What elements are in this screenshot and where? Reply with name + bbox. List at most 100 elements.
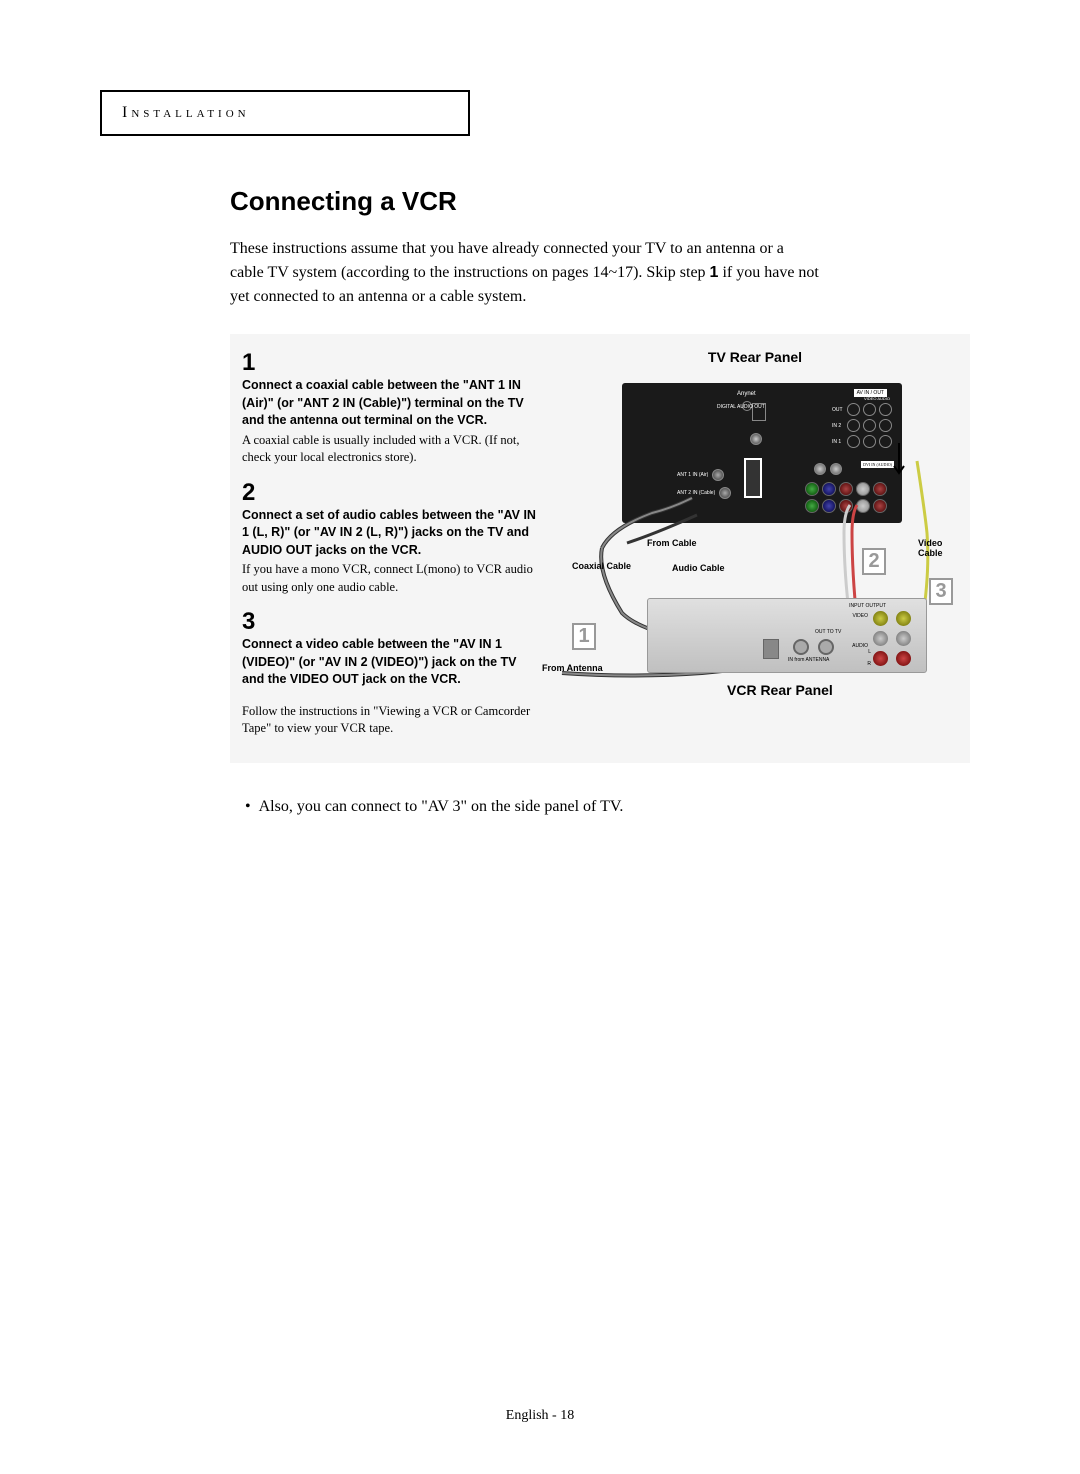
comp-row-2	[805, 499, 887, 513]
num-box-3: 3	[929, 578, 953, 605]
out-row: OUT	[832, 403, 892, 416]
diagram-column: TV Rear Panel Anynet AV IN / OUT VIDEO A…	[552, 349, 958, 738]
in2-port-3	[879, 419, 892, 432]
follow-instructions: Follow the instructions in "Viewing a VC…	[242, 703, 542, 738]
video-audio-label: VIDEO AUDIO	[864, 396, 890, 401]
step-3-num: 3	[242, 608, 542, 636]
ant1-label: ANT 1 IN (Air)	[677, 472, 708, 478]
tv-av-ports: OUT IN 2 IN 1	[832, 403, 892, 451]
in2-port-2	[863, 419, 876, 432]
from-antenna-label: From Antenna	[542, 663, 603, 673]
port-pb	[822, 482, 836, 496]
steps-column: 1 Connect a coaxial cable between the "A…	[242, 349, 542, 738]
vcr-output-col	[896, 611, 911, 666]
l-label: L	[868, 649, 871, 655]
vcr-audio-r-in	[873, 651, 888, 666]
in2-port-1	[847, 419, 860, 432]
component-ports	[805, 482, 887, 513]
vcr-audio-l-out	[896, 631, 911, 646]
comp-row-1	[805, 482, 887, 496]
r-label: R	[867, 661, 871, 667]
in2-label: IN 2	[832, 423, 844, 429]
dvi-port	[744, 458, 762, 498]
num-box-2: 2	[862, 548, 886, 575]
ant2-item: ANT 2 IN (Cable)	[677, 487, 731, 499]
in1-row: IN 1	[832, 435, 892, 448]
port-pr	[839, 482, 853, 496]
dvi-audio-ports	[814, 463, 842, 475]
dvi-in-label: DVI IN (AUDIO)	[861, 461, 894, 468]
out-port-1	[847, 403, 860, 416]
step-2: 2 Connect a set of audio cables between …	[242, 479, 542, 597]
section-header-text: Installation	[122, 104, 250, 121]
note-text: Also, you can connect to "AV 3" on the s…	[259, 798, 624, 815]
in1-port-2	[863, 435, 876, 448]
out-port-3	[879, 403, 892, 416]
port-pb2	[822, 499, 836, 513]
port-ar	[873, 482, 887, 496]
in2-row: IN 2	[832, 419, 892, 432]
intro-line3: yet connected to an antenna or a cable s…	[230, 288, 526, 305]
out-label: OUT	[832, 407, 844, 413]
vcr-audio-l-in	[873, 631, 888, 646]
intro-line2-post: if you have not	[718, 264, 818, 281]
vcr-audio-r-out	[896, 651, 911, 666]
audio-cable-label: Audio Cable	[672, 563, 725, 573]
step-1-bold: Connect a coaxial cable between the "ANT…	[242, 377, 542, 430]
digital-audio-label: DIGITAL AUDIO OUT	[717, 405, 765, 411]
from-cable-label: From Cable	[647, 538, 697, 548]
section-header-box: Installation	[100, 90, 470, 136]
vcr-av-ports	[873, 611, 911, 666]
ant2-label: ANT 2 IN (Cable)	[677, 490, 715, 496]
step-3: 3 Connect a video cable between the "AV …	[242, 608, 542, 689]
step-2-bold: Connect a set of audio cables between th…	[242, 507, 542, 560]
port-y2	[805, 499, 819, 513]
page-footer: English - 18	[0, 1408, 1080, 1424]
in1-port-3	[879, 435, 892, 448]
out-to-tv-label: OUT TO TV	[815, 629, 841, 635]
ant2-port	[719, 487, 731, 499]
port-al2	[856, 499, 870, 513]
tv-panel-label: TV Rear Panel	[552, 349, 958, 365]
out-port-2	[863, 403, 876, 416]
vcr-video-in	[873, 611, 888, 626]
step-2-num: 2	[242, 479, 542, 507]
video-label: VIDEO	[852, 613, 868, 619]
anynet-label: Anynet	[737, 391, 756, 397]
steps-diagram-container: 1 Connect a coaxial cable between the "A…	[230, 334, 970, 763]
coaxial-port	[750, 433, 762, 445]
in1-port-1	[847, 435, 860, 448]
port-y	[805, 482, 819, 496]
intro-paragraph: These instructions assume that you have …	[230, 237, 970, 309]
step-2-normal: If you have a mono VCR, connect L(mono) …	[242, 561, 542, 596]
input-output-label: INPUT OUTPUT	[849, 603, 886, 609]
in-from-ant-label: IN from ANTENNA	[788, 657, 829, 663]
antenna-ports: ANT 1 IN (Air) ANT 2 IN (Cable)	[677, 469, 731, 505]
in1-label: IN 1	[832, 439, 844, 445]
vcr-out-to-tv-port	[793, 639, 809, 655]
ant1-port	[712, 469, 724, 481]
video-cable-label: Video Cable	[918, 538, 953, 558]
step-3-bold: Connect a video cable between the "AV IN…	[242, 636, 542, 689]
vcr-input-col	[873, 611, 888, 666]
side-panel-note: • Also, you can connect to "AV 3" on the…	[245, 798, 970, 816]
vcr-video-out	[896, 611, 911, 626]
ant1-item: ANT 1 IN (Air)	[677, 469, 731, 481]
intro-line1: These instructions assume that you have …	[230, 240, 784, 257]
step-1: 1 Connect a coaxial cable between the "A…	[242, 349, 542, 467]
port-al	[856, 482, 870, 496]
dvi-r-port	[830, 463, 842, 475]
vcr-rear-panel: INPUT OUTPUT VIDEO AUDIO	[647, 598, 927, 673]
page-title: Connecting a VCR	[230, 186, 970, 217]
num-box-1: 1	[572, 623, 596, 650]
vcr-switch	[763, 639, 779, 659]
dvi-l-port	[814, 463, 826, 475]
audio-label: AUDIO	[852, 643, 868, 649]
intro-line2-pre: cable TV system (according to the instru…	[230, 264, 710, 281]
step-1-num: 1	[242, 349, 542, 377]
tv-rear-panel: Anynet AV IN / OUT VIDEO AUDIO DIGITAL A…	[622, 383, 902, 523]
vcr-panel-label: VCR Rear Panel	[727, 682, 833, 698]
main-content: Connecting a VCR These instructions assu…	[230, 186, 970, 816]
vcr-in-from-ant-port	[818, 639, 834, 655]
port-pr2	[839, 499, 853, 513]
